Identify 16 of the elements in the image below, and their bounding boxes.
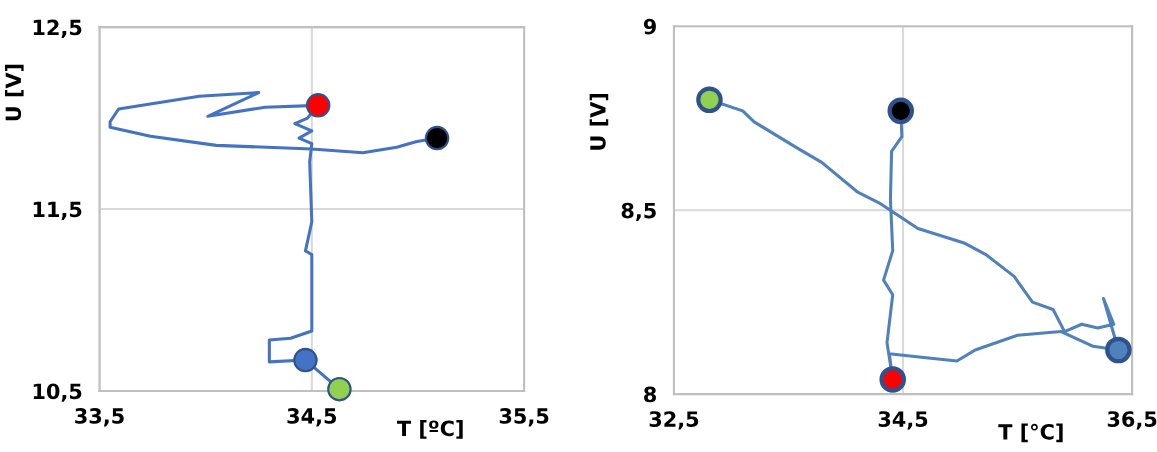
y-tick-label: 8 bbox=[644, 386, 656, 403]
y-axis-title: U [V] bbox=[589, 94, 609, 150]
x-tick-label: 34,5 bbox=[878, 411, 928, 430]
y-tick-label: 9 bbox=[643, 18, 656, 35]
x-tick-label: 36,5 bbox=[1107, 411, 1157, 430]
x-tick-label: 33,5 bbox=[75, 408, 124, 427]
y-axis-title: U [V] bbox=[5, 64, 24, 121]
x-tick-label: 32,5 bbox=[649, 411, 699, 430]
y-tick-label: 8,5 bbox=[621, 202, 656, 222]
x-tick-label: 34,5 bbox=[287, 408, 337, 427]
x-axis-title: T [ºC] bbox=[397, 420, 463, 439]
y-tick-label: 12,5 bbox=[33, 19, 82, 38]
y-tick-label: 11,5 bbox=[33, 201, 82, 220]
y-tick-label: 10,5 bbox=[33, 383, 82, 402]
x-axis-title: T [°C] bbox=[998, 423, 1063, 443]
x-tick-label: 35,5 bbox=[499, 408, 549, 427]
